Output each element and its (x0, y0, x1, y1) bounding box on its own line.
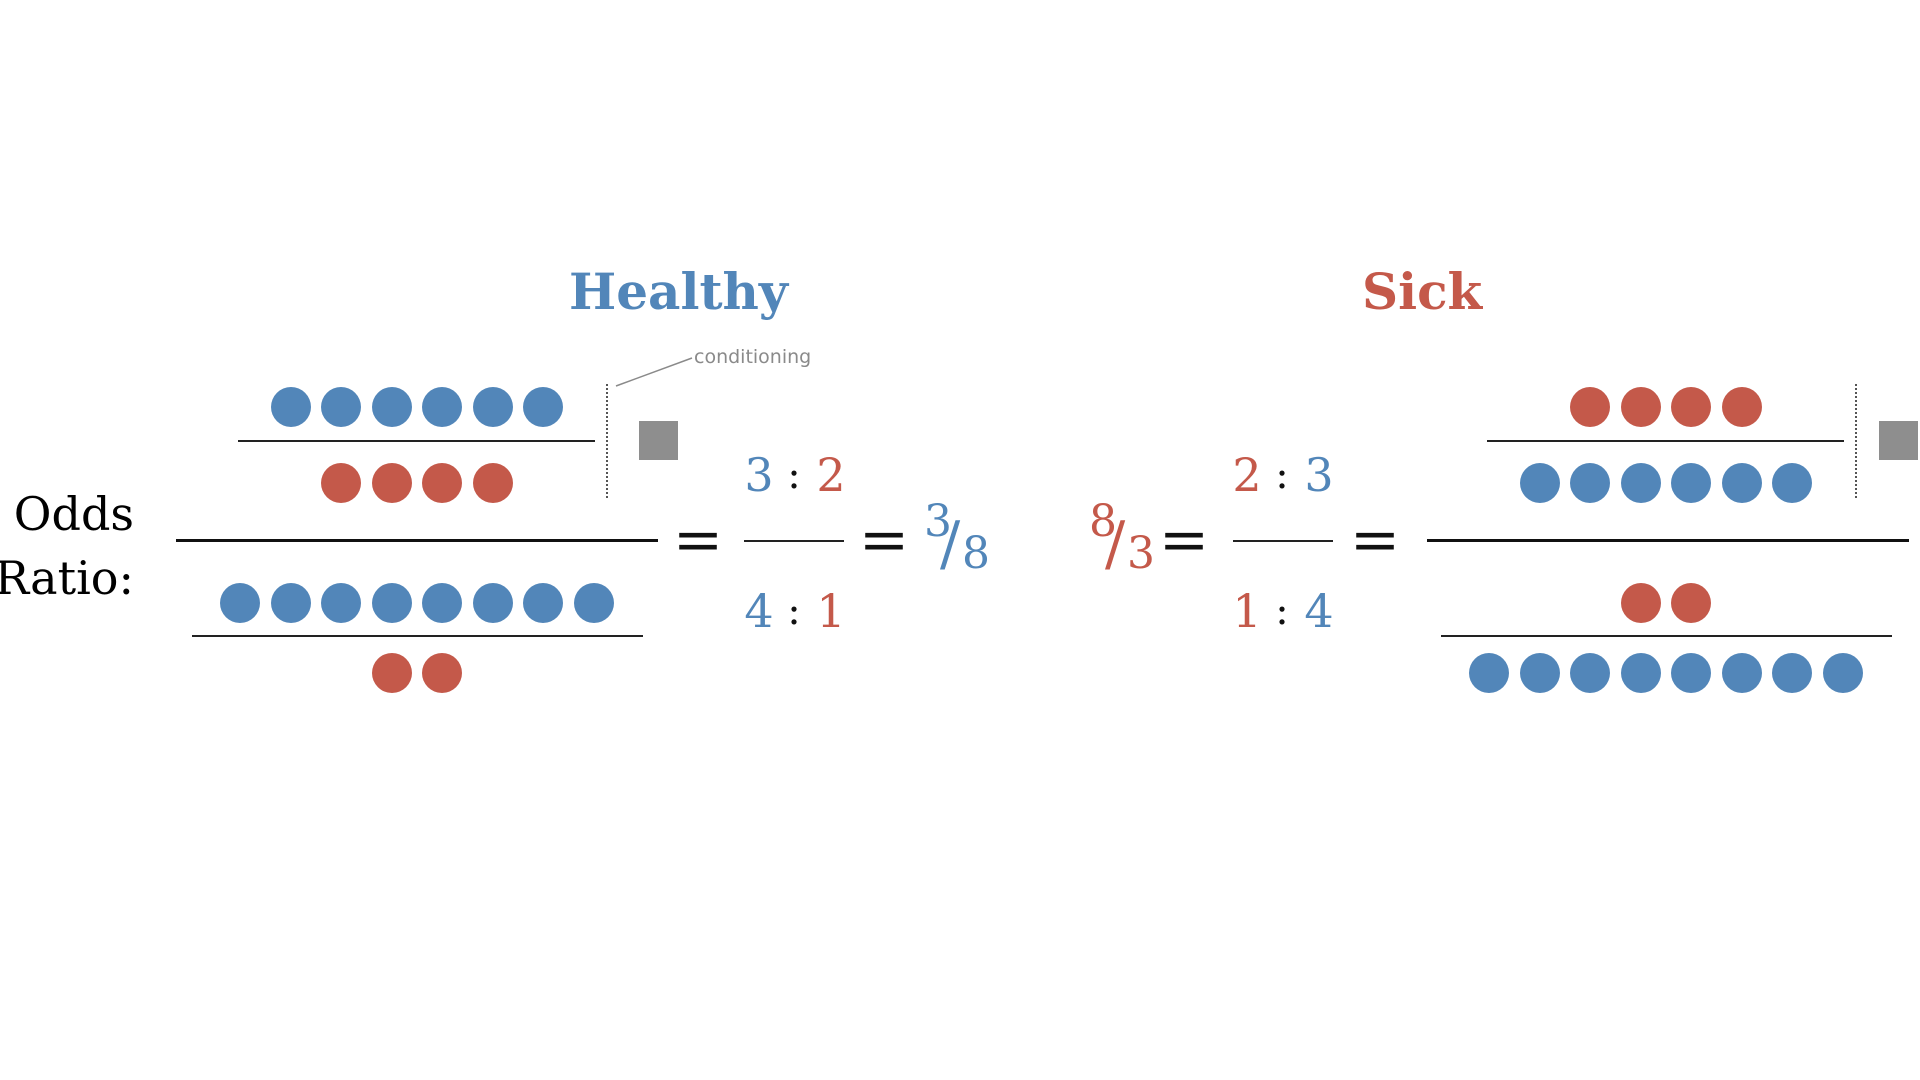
sick-title: Sick (1362, 262, 1483, 321)
sick-dot (1671, 583, 1712, 623)
sick-dot (422, 463, 463, 503)
right-result-slash: / (1105, 509, 1126, 579)
left-condition-square (639, 421, 678, 460)
left-top-fraction-bar (238, 440, 595, 442)
right-ratio-bottom-a: 1 (1232, 584, 1262, 638)
right-ratio-bar (1233, 540, 1333, 542)
left-result-slash: / (940, 509, 961, 579)
healthy-dot (220, 583, 261, 623)
healthy-dot (1620, 463, 1661, 503)
healthy-dot (1570, 463, 1611, 503)
healthy-dot (1519, 463, 1560, 503)
left-main-fraction-bar (176, 539, 658, 542)
right-ratio-top-a: 2 (1232, 448, 1262, 502)
healthy-dot (1772, 463, 1813, 503)
right-equals-1: = (1158, 505, 1210, 575)
sick-dot (1570, 387, 1611, 427)
healthy-title: Healthy (569, 262, 788, 321)
healthy-dot (472, 583, 513, 623)
left-result-denominator: 8 (962, 528, 990, 579)
sick-dot (1620, 387, 1661, 427)
odds-label-line2: Ratio: (0, 551, 134, 605)
healthy-dot (573, 583, 614, 623)
healthy-dot (270, 583, 311, 623)
left-conditioning-line (606, 384, 608, 498)
sick-dot (422, 653, 463, 693)
right-equals-2: = (1349, 505, 1401, 575)
right-ratio-top-colon: : (1275, 452, 1289, 498)
healthy-dot (1772, 653, 1813, 693)
healthy-dot (321, 583, 362, 623)
left-equals-1: = (672, 505, 724, 575)
left-equals-2: = (858, 505, 910, 575)
right-bottom-fraction-bar (1441, 635, 1892, 637)
left-ratio-top-colon: : (787, 452, 801, 498)
sick-dot (1620, 583, 1661, 623)
sick-dot (321, 463, 362, 503)
left-ratio-bottom-b: 1 (816, 584, 846, 638)
sick-dot (371, 653, 412, 693)
sick-dot (472, 463, 513, 503)
healthy-dot (1519, 653, 1560, 693)
left-ratio-bottom-a: 4 (744, 584, 774, 638)
healthy-dot (371, 583, 412, 623)
right-conditioning-line (1855, 384, 1857, 498)
healthy-dot (1721, 653, 1762, 693)
odds-label-line1: Odds (13, 487, 134, 541)
healthy-dot (523, 387, 564, 427)
healthy-dot (1671, 653, 1712, 693)
left-ratio-bar (744, 540, 844, 542)
healthy-dot (371, 387, 412, 427)
left-bottom-fraction-bar (192, 635, 643, 637)
right-main-fraction-bar (1427, 539, 1909, 542)
sick-dot (371, 463, 412, 503)
right-ratio-bottom-b: 4 (1304, 584, 1334, 638)
healthy-dot (523, 583, 564, 623)
conditioning-annotation: conditioning (694, 346, 812, 368)
healthy-dot (472, 387, 513, 427)
sick-dot (1721, 387, 1762, 427)
left-ratio-top-b: 2 (816, 448, 846, 502)
healthy-dot (321, 387, 362, 427)
left-ratio-top-a: 3 (744, 448, 774, 502)
healthy-dot (422, 387, 463, 427)
healthy-dot (422, 583, 463, 623)
right-ratio-bottom-colon: : (1275, 588, 1289, 634)
right-result-numerator: 8 (1089, 496, 1117, 547)
healthy-dot (1469, 653, 1510, 693)
healthy-dot (1671, 463, 1712, 503)
healthy-dot (1570, 653, 1611, 693)
conditioning-pointer (615, 357, 693, 387)
right-ratio-top-b: 3 (1304, 448, 1334, 502)
left-result-numerator: 3 (924, 496, 952, 547)
right-condition-square (1879, 421, 1918, 460)
sick-dot (1671, 387, 1712, 427)
healthy-dot (270, 387, 311, 427)
right-result-denominator: 3 (1127, 528, 1155, 579)
right-top-fraction-bar (1487, 440, 1844, 442)
healthy-dot (1822, 653, 1863, 693)
odds-ratio-label: Odds Ratio: (0, 482, 134, 610)
healthy-dot (1721, 463, 1762, 503)
healthy-dot (1620, 653, 1661, 693)
left-ratio-bottom-colon: : (787, 588, 801, 634)
